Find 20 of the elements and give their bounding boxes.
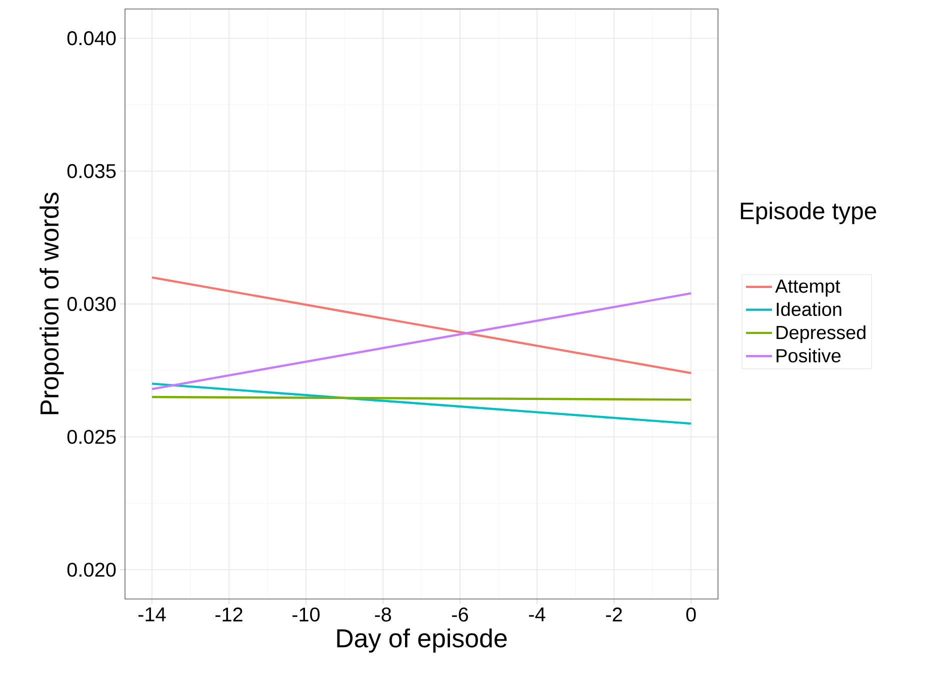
y-tick-label: 0.040: [67, 31, 116, 46]
y-tick-label: 0.025: [67, 430, 116, 444]
x-tick-label: -10: [292, 608, 320, 622]
legend-label: Ideation: [776, 302, 842, 316]
legend-title: Episode type: [740, 202, 876, 224]
y-tick-label: 0.035: [67, 164, 116, 178]
y-tick-label: 0.020: [67, 562, 116, 577]
x-tick-label: -14: [138, 608, 166, 622]
x-tick-label: -2: [606, 608, 622, 622]
x-tick-label: -4: [529, 608, 546, 622]
x-tick-label: 0: [686, 608, 696, 622]
x-tick-label: -12: [215, 608, 242, 622]
x-tick-label: -8: [375, 608, 391, 622]
legend-label: Attempt: [775, 280, 840, 297]
x-axis-title: Day of episode: [337, 628, 507, 653]
legend-label: Depressed: [776, 325, 866, 343]
y-axis-title: Proportion of words: [40, 192, 64, 414]
y-tick-label: 0.030: [67, 296, 116, 312]
legend-label: Positive: [776, 348, 841, 362]
x-tick-label: -6: [452, 608, 468, 622]
